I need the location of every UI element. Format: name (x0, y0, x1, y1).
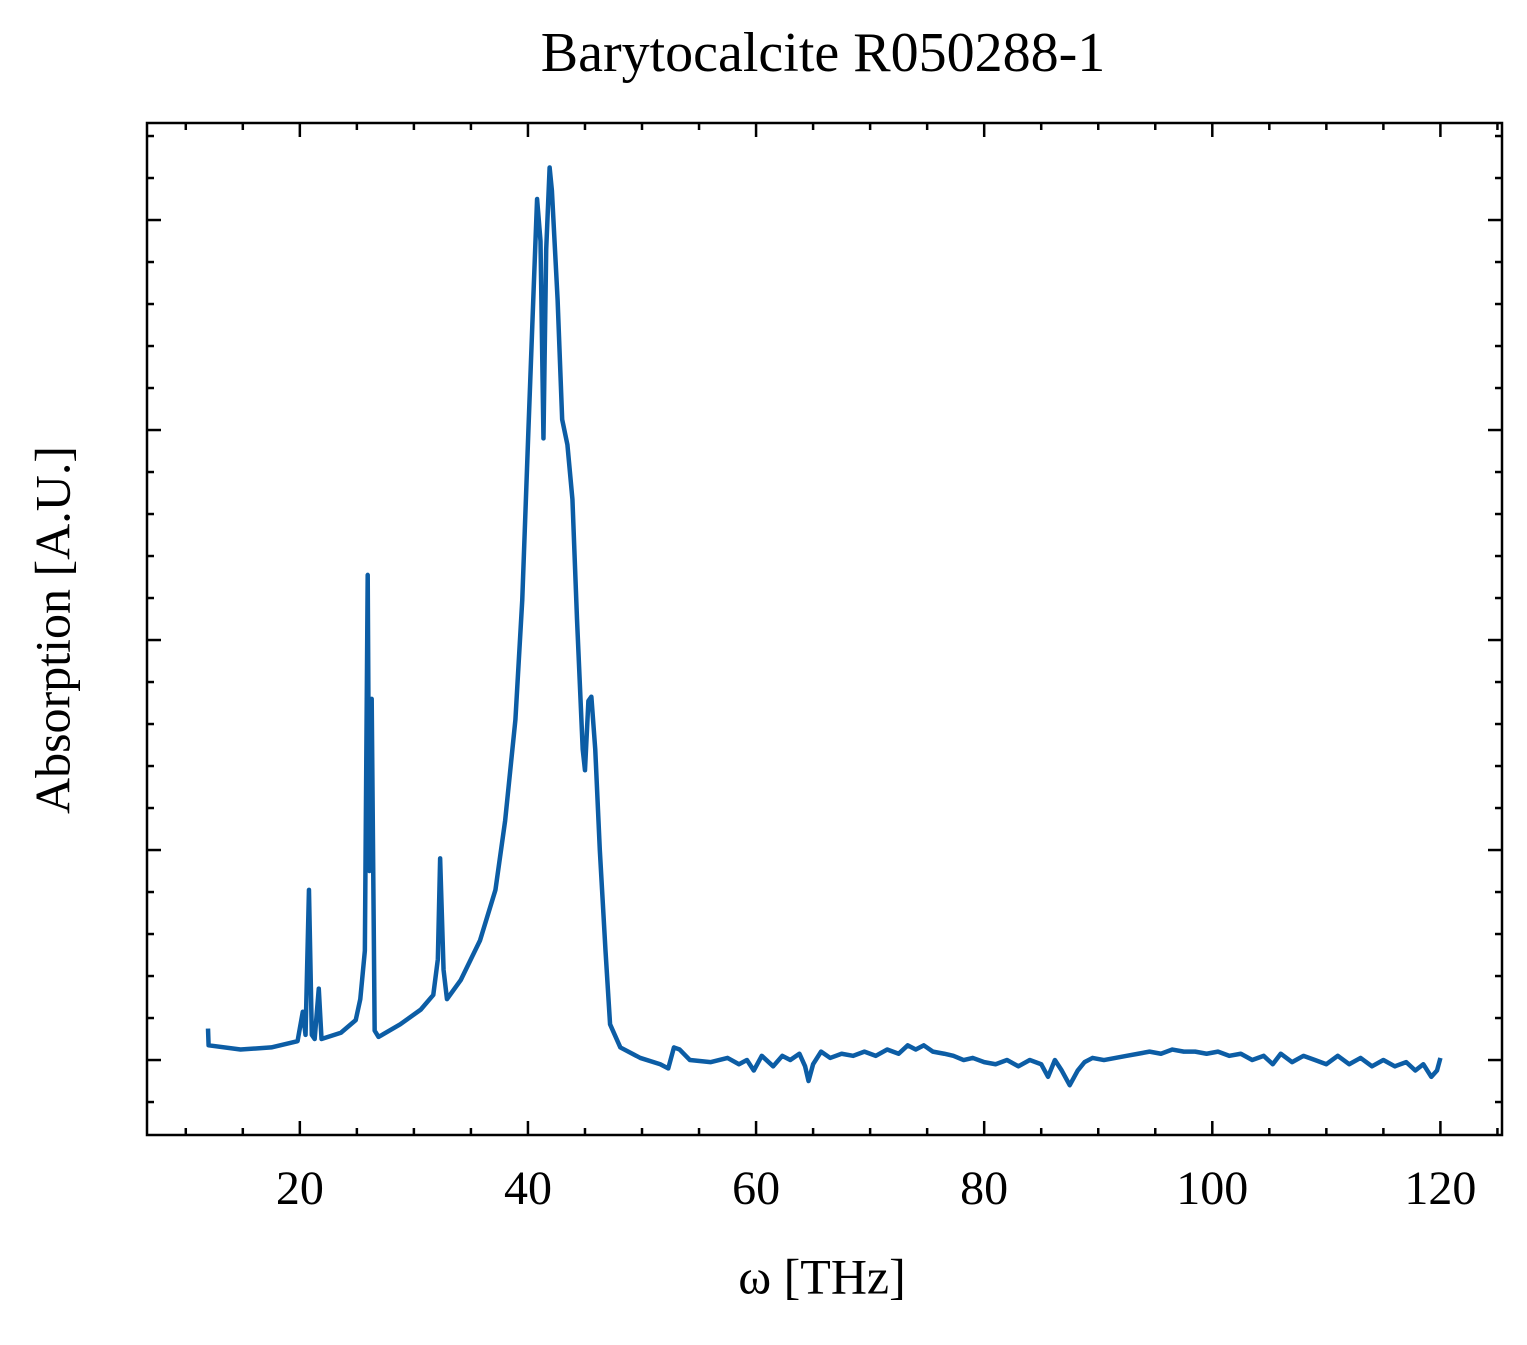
chart-title: Barytocalcite R050288-1 (541, 22, 1106, 84)
x-tick-label: 40 (504, 1162, 552, 1215)
x-tick-label: 120 (1404, 1162, 1476, 1215)
y-axis-label: Absorption [A.U.] (24, 446, 80, 814)
x-tick-label: 20 (276, 1162, 324, 1215)
x-tick-label: 80 (960, 1162, 1008, 1215)
x-tick-label: 60 (732, 1162, 780, 1215)
spectrum-line (205, 165, 1443, 1088)
x-axis-label: ω [THz] (738, 1248, 906, 1304)
x-tick-label: 100 (1176, 1162, 1248, 1215)
plot-frame (145, 121, 1504, 1137)
